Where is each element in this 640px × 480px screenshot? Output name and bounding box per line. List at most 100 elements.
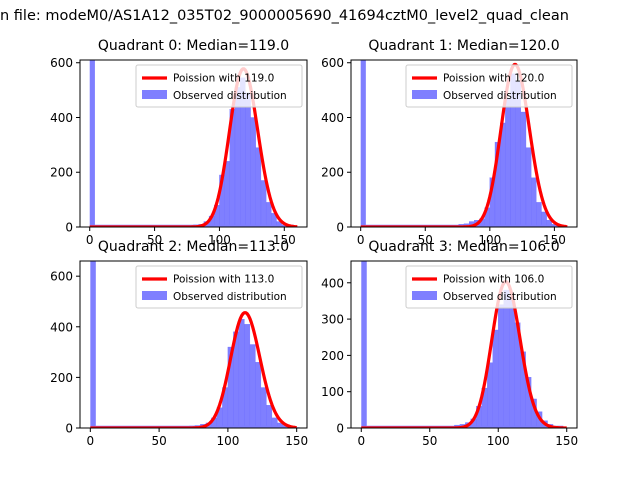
y-tick-label: 200 [50,166,73,180]
x-tick-label: 100 [487,434,510,448]
legend-patch-observed [412,90,437,99]
x-tick-label: 0 [86,434,94,448]
y-tick-label: 0 [65,221,73,235]
histogram-bar [492,329,499,428]
histogram-bar [249,344,256,428]
legend: Poission with 119.0 Observed distribution [135,64,303,108]
y-tick-label: 600 [50,56,73,70]
x-tick-label: 0 [86,233,94,247]
y-tick-label: 600 [50,270,73,284]
y-tick-label: 400 [50,320,73,334]
y-tick-label: 0 [65,422,73,436]
y-tick-label: 400 [50,111,73,125]
histogram-bar [531,177,537,227]
legend-label-observed: Observed distribution [443,291,557,303]
histogram-bar [266,405,273,428]
x-tick-label: 100 [478,233,501,247]
axes-frame [350,59,578,228]
y-tick-label: 200 [321,166,344,180]
axes-frame [79,260,308,429]
histogram-bar [255,362,262,428]
y-tick-label: 400 [321,276,344,290]
legend-box [405,265,573,309]
legend-box [405,64,573,108]
x-tick-label: 50 [151,434,166,448]
panel-quadrant-0: 0 50 100 150 0 200 400 600 Quadrant 0: Median=11… [50,38,308,247]
histogram-bar-zero [90,261,96,428]
legend: Poission with 106.0 Observed distribution [405,265,573,309]
histogram-bar-zero [89,60,95,227]
histogram-bar [250,117,256,227]
histogram-bar [255,147,262,227]
histogram-bar [260,180,267,227]
x-tick-label: 100 [208,233,231,247]
plot-area [89,60,303,227]
axes-frame [350,260,578,429]
histogram-bar [509,297,515,428]
x-tick-label: 150 [273,233,296,247]
legend-box [135,265,303,309]
histogram-bar-zero [360,60,366,227]
poisson-curve [361,280,567,428]
legend-label-observed: Observed distribution [173,90,287,102]
panel-title: Quadrant 1: Median=120.0 [368,38,559,54]
legend: Poission with 120.0 Observed distribution [405,64,573,108]
legend-patch-observed [412,291,437,300]
histogram-bar [238,319,245,428]
y-tick-label: 100 [321,385,344,399]
y-tick-label: 0 [336,422,344,436]
x-tick-label: 150 [285,434,308,448]
histogram-bar [234,87,241,227]
histogram-bar [541,211,547,227]
y-tick-label: 0 [336,221,344,235]
legend-label-poisson: Poission with 113.0 [173,274,274,286]
y-tick-label: 200 [50,371,73,385]
x-tick-label: 150 [543,233,566,247]
axes-frame [79,59,308,228]
legend-patch-observed [142,291,167,300]
histogram-bar [224,161,230,227]
histogram-bar [520,111,527,227]
histogram-bar [271,213,277,227]
x-tick-label: 50 [418,233,433,247]
x-tick-label: 100 [216,434,239,448]
histogram-bar [245,92,251,227]
panel-title: Quadrant 2: Median=113.0 [98,239,289,255]
legend-label-poisson: Poission with 120.0 [443,73,544,85]
histogram-bar [505,98,511,227]
legend-label-observed: Observed distribution [443,90,557,102]
x-tick-label: 150 [555,434,578,448]
histogram-bar-zero [361,261,367,428]
y-tick-label: 400 [321,111,344,125]
legend: Poission with 113.0 Observed distribution [135,265,303,309]
legend-patch-observed [142,90,167,99]
histogram-bar [525,147,532,227]
histogram-bar [536,202,542,227]
legend-label-observed: Observed distribution [173,291,287,303]
figure-title: n file: modeM0/AS1A12_035T02_9000005690_… [0,8,569,24]
legend-label-poisson: Poission with 119.0 [173,73,274,85]
histogram-bar [260,387,267,428]
histogram-bar [276,221,282,227]
x-tick-label: 50 [147,233,162,247]
y-tick-label: 300 [321,313,344,327]
x-tick-label: 0 [357,434,365,448]
histogram-bar [265,202,272,227]
histogram-bar [244,324,251,428]
panel-quadrant-3: 0 50 100 150 0 100 200 300 400 Quadrant 3: Median… [321,239,578,448]
panel-quadrant-2: 0 50 100 150 0 200 400 600 Quadrant 2: Median=11… [50,239,308,448]
legend-box [135,64,303,108]
subplot-grid: 0 50 100 150 0 200 400 600 Quadrant 0: Median=11… [50,38,578,448]
legend-label-poisson: Poission with 106.0 [443,274,544,286]
panel-title: Quadrant 0: Median=119.0 [98,38,289,54]
plot-area [361,261,567,428]
panel-title: Quadrant 3: Median=106.0 [368,239,559,255]
histogram-bar [498,304,504,428]
y-tick-label: 200 [321,349,344,363]
x-tick-label: 50 [422,434,437,448]
histogram-bar [503,289,510,428]
y-tick-label: 600 [321,56,344,70]
panel-quadrant-1: 0 50 100 150 0 200 400 600 Quadrant 1: Median=12… [321,38,578,247]
x-tick-label: 0 [357,233,365,247]
